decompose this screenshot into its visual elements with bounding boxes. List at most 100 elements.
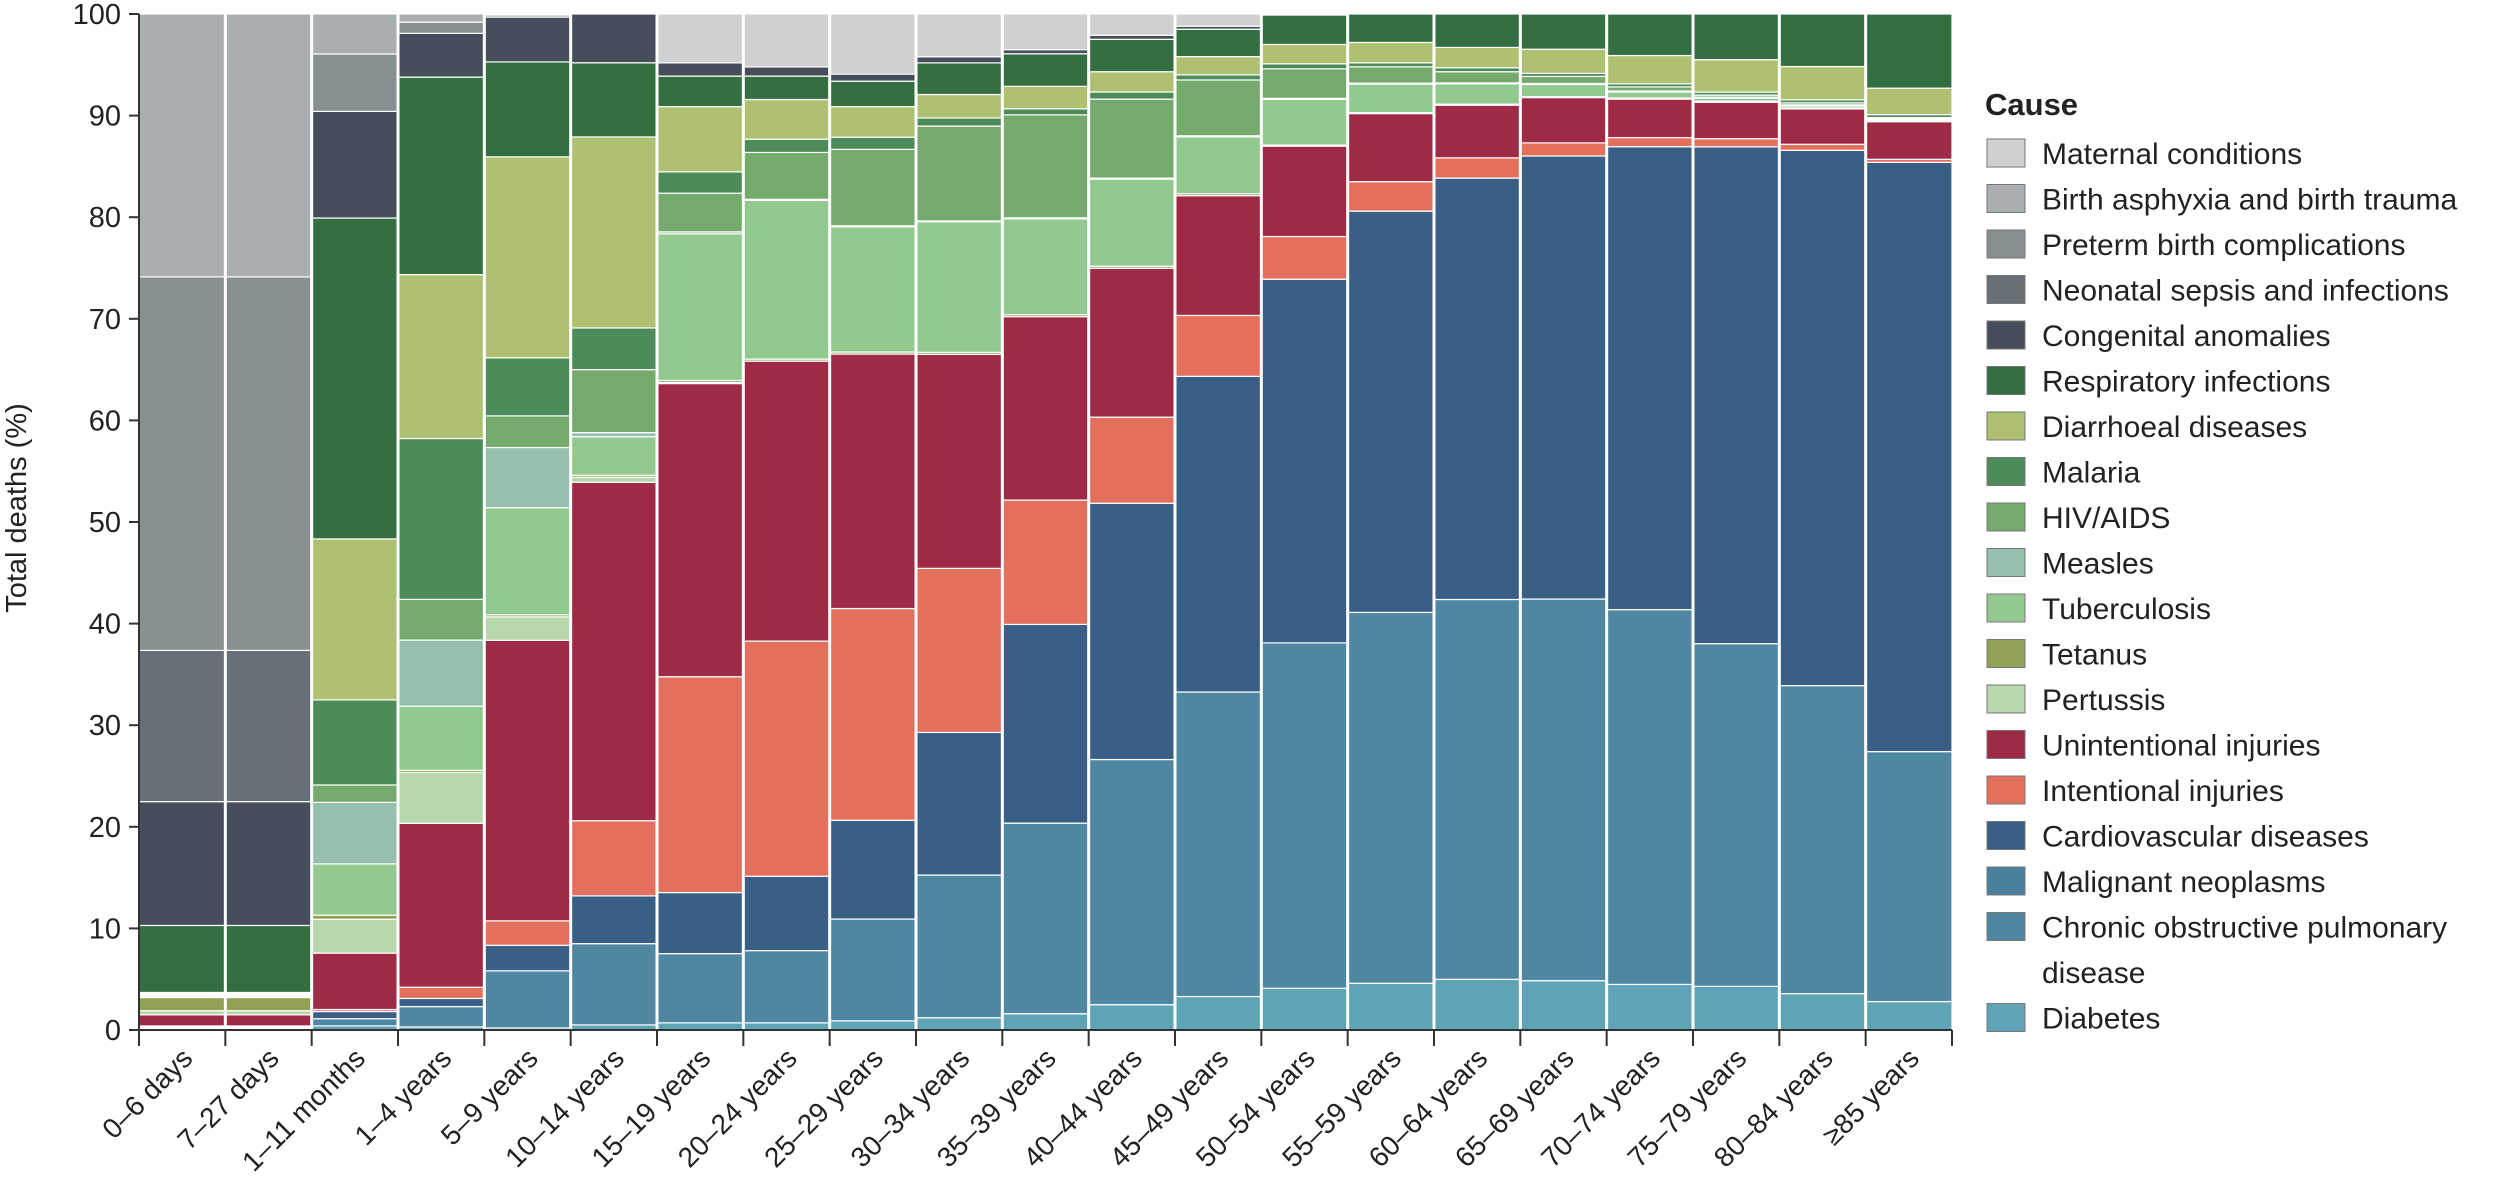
bar-segment: Chronic obstructive pulmonary disease — … bbox=[1433, 598, 1521, 980]
bar-segment: Cardiovascular diseases — 40–44 years: 2… bbox=[1088, 502, 1176, 761]
bar-segment: Chronic obstructive pulmonary disease — … bbox=[829, 918, 917, 1022]
bar-segment: Tuberculosis — 5–9 years: 10.5 bbox=[483, 507, 572, 616]
bar-segment: Tetanus — 7–27 days: 1.3 bbox=[224, 996, 313, 1012]
bar-segment: Diarrhoeal diseases — 55–59 years: 2 bbox=[1347, 41, 1435, 64]
bar-segment: Cardiovascular diseases — 45–49 years: 3… bbox=[1174, 375, 1262, 693]
bar-segment: Diarrhoeal diseases — 15–19 years: 6.4 bbox=[656, 106, 744, 173]
legend-swatch bbox=[1986, 730, 2026, 759]
bar-segment: Cardiovascular diseases — 50–54 years: 3… bbox=[1260, 278, 1349, 644]
bar-stack: Diabetes — 60–64 years: 5Chronic obstruc… bbox=[1433, 13, 1521, 1031]
legend-item: Preterm birth complications bbox=[1986, 229, 2405, 262]
y-tick-label: 60 bbox=[89, 405, 121, 437]
bar-segment: Diarrhoeal diseases — 25–29 years: 3 bbox=[829, 106, 917, 138]
bar-segment: Pertussis — 1–11 months: 3.3 bbox=[311, 918, 399, 954]
bar-segment: Diarrhoeal diseases — ≥85 years: 2.6 bbox=[1865, 87, 1953, 116]
bar-segment: Intentional injuries — 35–39 years: 12.2 bbox=[1001, 499, 1090, 626]
bar-segment: Tuberculosis — 70–74 years: 0.6 bbox=[1606, 91, 1694, 99]
legend-item: Diabetes bbox=[1986, 1003, 2160, 1036]
legend-label: Chronic obstructive pulmonary disease bbox=[2042, 912, 2447, 991]
bar-segment: Measles — 1–4 years: 6.5 bbox=[397, 639, 485, 707]
bar-segment: Respiratory infections — 1–4 years: 19.4 bbox=[397, 76, 485, 276]
bar-segment: Diabetes — ≥85 years: 2.8 bbox=[1865, 1000, 1953, 1031]
bar-segment: Intentional injuries — 45–49 years: 6 bbox=[1174, 314, 1262, 377]
bar-segment: Respiratory infections — 70–74 years: 4.… bbox=[1606, 13, 1694, 57]
bar-segment: Respiratory infections — 30–34 years: 3.… bbox=[915, 62, 1003, 96]
bar-segment: Chronic obstructive pulmonary disease — … bbox=[1606, 609, 1694, 986]
bar-segment: Respiratory infections — 50–54 years: 2.… bbox=[1260, 14, 1349, 46]
legend-item: Intentional injuries bbox=[1986, 775, 2284, 808]
bar-segment: Cardiovascular diseases — 75–79 years: 4… bbox=[1692, 146, 1780, 645]
bar-segment: HIV/AIDS — 65–69 years: 0.7 bbox=[1519, 75, 1608, 85]
legend-label: Pertussis bbox=[2042, 684, 2165, 717]
bar-segment: Cardiovascular diseases — ≥85 years: 58 bbox=[1865, 161, 1953, 753]
legend-swatch bbox=[1986, 275, 2026, 304]
bar-segment: Cardiovascular diseases — 65–69 years: 4… bbox=[1519, 155, 1608, 600]
bar-segment: HIV/AIDS — 55–59 years: 1.6 bbox=[1347, 66, 1435, 84]
y-axis: 0 10 20 30 40 50 60 70 80 90 100 bbox=[73, 0, 140, 1047]
bar-segment: Unintentional injuries — 70–74 years: 3.… bbox=[1606, 98, 1694, 139]
bar-segment: Malaria — 15–19 years: 2.1 bbox=[656, 171, 744, 194]
bar-segment: Cardiovascular diseases — 35–39 years: 1… bbox=[1001, 623, 1090, 824]
bar-stack: Diabetes — 15–19 years: 0.7Chronic obstr… bbox=[656, 13, 744, 1031]
bar-segment: Congenital anomalies — 20–24 years: 0.9 bbox=[742, 66, 831, 77]
legend-label: Intentional injuries bbox=[2042, 775, 2284, 808]
bar-segment: Intentional injuries — 60–64 years: 2 bbox=[1433, 157, 1521, 179]
bar-segment: Tuberculosis — 1–4 years: 6.3 bbox=[397, 705, 485, 772]
bar-stack: Diabetes — ≥85 years: 2.8Chronic obstruc… bbox=[1865, 13, 1953, 1031]
bar-segment: Diabetes — 45–49 years: 3.3 bbox=[1174, 995, 1262, 1031]
legend-item: Diarrhoeal diseases bbox=[1986, 411, 2307, 444]
bar-segment: Respiratory infections — 20–24 years: 2.… bbox=[742, 75, 831, 101]
bar-segment: Congenital anomalies — 25–29 years: 0.7 bbox=[829, 73, 917, 82]
bar-segment: Maternal conditions — 20–24 years: 5.2 bbox=[742, 13, 831, 68]
bar-segment: Cardiovascular diseases — 55–59 years: 3… bbox=[1347, 210, 1435, 614]
bar-segment: Pertussis — 0–6 days: 0.4 bbox=[138, 1010, 226, 1016]
bar-segment: Cardiovascular diseases — 25–29 years: 9… bbox=[829, 819, 917, 920]
bar-segment: Unintentional injuries — 7–27 days: 1.1 bbox=[224, 1014, 313, 1027]
bar-segment: Unintentional injuries — 20–24 years: 27… bbox=[742, 360, 831, 642]
bar-segment: Chronic obstructive pulmonary disease — … bbox=[915, 874, 1003, 1019]
y-tick-label: 20 bbox=[89, 812, 121, 844]
bar-segment: HIV/AIDS — 35–39 years: 10.1 bbox=[1001, 114, 1090, 219]
bar-segment: Pertussis — 5–9 years: 2.3 bbox=[483, 616, 572, 641]
bar-segment: Intentional injuries — 55–59 years: 2.9 bbox=[1347, 181, 1435, 212]
legend-item: HIV/AIDS bbox=[1986, 502, 2170, 535]
bar-segment: Pertussis — 1–4 years: 5 bbox=[397, 771, 485, 824]
y-axis-title: Total deaths (%) bbox=[1, 403, 33, 613]
legend-label: Tetanus bbox=[2042, 639, 2147, 672]
bar-segment: HIV/AIDS — 25–29 years: 7.5 bbox=[829, 148, 917, 227]
bar-segment: Neonatal sepsis and infections — 7–27 da… bbox=[224, 649, 313, 803]
bar-segment: Malaria — 20–24 years: 1.3 bbox=[742, 138, 831, 154]
bar-segment: Malaria — 5–9 years: 5.7 bbox=[483, 357, 572, 417]
bar-segment: Respiratory infections — 45–49 years: 2.… bbox=[1174, 28, 1262, 58]
legend-item: Unintentional injuries bbox=[1986, 730, 2321, 763]
bar-segment: Diabetes — 55–59 years: 4.6 bbox=[1347, 982, 1435, 1031]
legend-label: Respiratory infections bbox=[2042, 366, 2330, 399]
bar-segment: Intentional injuries — 25–29 years: 20.8 bbox=[829, 607, 917, 821]
bar-segment: Unintentional injuries — 25–29 years: 25 bbox=[829, 353, 917, 610]
bar-stack: Diabetes — 1–11 months: 0.4Chronic obstr… bbox=[311, 13, 399, 1031]
bar-segment: HIV/AIDS — 1–4 years: 4 bbox=[397, 598, 485, 641]
legend-item: Malignant neoplasms bbox=[1986, 866, 2326, 899]
bar-segment: HIV/AIDS — 5–9 years: 3.1 bbox=[483, 415, 572, 449]
bar-segment: Intentional injuries — 1–4 years: 1.1 bbox=[397, 986, 485, 1000]
legend-item: Maternal conditions bbox=[1986, 138, 2302, 171]
bar-segment: Diarrhoeal diseases — 50–54 years: 1.9 bbox=[1260, 43, 1349, 65]
bar-stack: Diabetes — 80–84 years: 3.6Chronic obstr… bbox=[1778, 13, 1867, 1031]
legend-label: Preterm birth complications bbox=[2042, 229, 2405, 262]
bar-segment: Tuberculosis — 20–24 years: 15.6 bbox=[742, 199, 831, 360]
bar-segment: Intentional injuries — 75–79 years: 0.8 bbox=[1692, 138, 1780, 148]
bar-segment: Pertussis — 10–14 years: 0.5 bbox=[570, 476, 658, 483]
legend-title: Cause bbox=[1985, 87, 2078, 122]
bar-segment: Cardiovascular diseases — 20–24 years: 7… bbox=[742, 875, 831, 952]
legend-swatch bbox=[1986, 1003, 2026, 1032]
y-tick-label: 80 bbox=[89, 202, 121, 234]
bar-segment: Tuberculosis — 65–69 years: 1.2 bbox=[1519, 83, 1608, 98]
y-tick-label: 50 bbox=[89, 507, 121, 539]
legend-item: Measles bbox=[1986, 548, 2154, 581]
bar-segment: Respiratory infections — 35–39 years: 3.… bbox=[1001, 53, 1090, 87]
legend-label: Maternal conditions bbox=[2042, 138, 2302, 171]
bar-segment: Cardiovascular diseases — 70–74 years: 4… bbox=[1606, 146, 1694, 611]
bar-segment: Preterm birth complications — 0–6 days: … bbox=[138, 276, 226, 651]
legend-label: Birth asphyxia and birth trauma bbox=[2042, 184, 2458, 217]
bar-segment: Diabetes — 50–54 years: 4.1 bbox=[1260, 987, 1349, 1031]
